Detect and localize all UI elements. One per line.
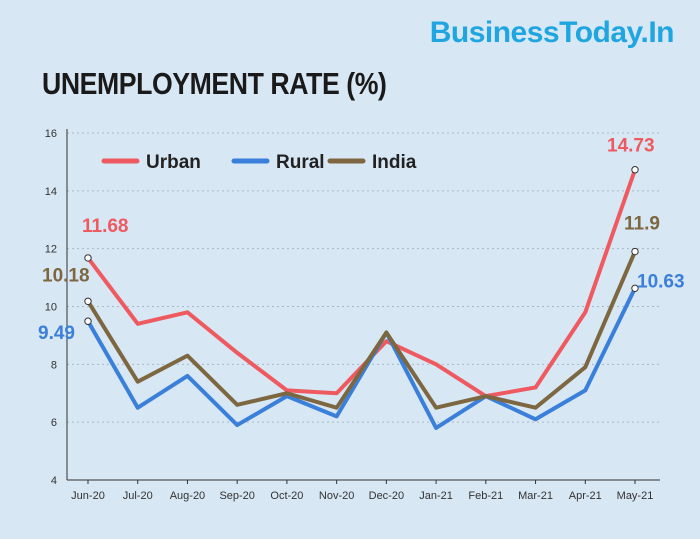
data-label-india: 10.18 bbox=[42, 265, 90, 286]
y-tick-label: 4 bbox=[51, 475, 57, 487]
data-point-urban bbox=[84, 254, 92, 262]
chart-title: UNEMPLOYMENT RATE (%) bbox=[42, 66, 387, 101]
data-label-urban: 11.68 bbox=[82, 216, 129, 237]
legend-label-urban: Urban bbox=[146, 152, 201, 173]
legend-label-rural: Rural bbox=[276, 152, 325, 173]
x-tick-label: Apr-21 bbox=[569, 490, 602, 502]
data-point-rural bbox=[631, 284, 639, 292]
x-tick-label: Nov-20 bbox=[319, 490, 354, 502]
x-tick-label: Feb-21 bbox=[468, 490, 503, 502]
y-tick-label: 12 bbox=[45, 244, 57, 256]
y-tick-label: 6 bbox=[51, 417, 57, 429]
series-line-urban bbox=[86, 167, 637, 399]
x-tick-label: Aug-20 bbox=[170, 490, 205, 502]
x-tick-label: Oct-20 bbox=[270, 490, 303, 502]
data-point-urban bbox=[631, 166, 639, 174]
x-tick-label: May-21 bbox=[617, 490, 654, 502]
legend-label-india: India bbox=[372, 152, 417, 173]
series-line-india bbox=[86, 249, 637, 410]
brand-logo: BusinessToday.In bbox=[429, 16, 675, 49]
y-tick-label: 16 bbox=[45, 128, 57, 140]
x-tick-label: Mar-21 bbox=[518, 490, 553, 502]
series-line-rural bbox=[86, 286, 637, 430]
y-tick-label: 8 bbox=[51, 359, 57, 371]
x-tick-label: Dec-20 bbox=[369, 490, 404, 502]
data-label-rural: 10.63 bbox=[637, 271, 685, 292]
data-label-india: 11.9 bbox=[624, 214, 660, 235]
data-point-india bbox=[84, 297, 92, 305]
x-tick-label: Sep-20 bbox=[219, 490, 254, 502]
y-tick-label: 10 bbox=[45, 302, 57, 314]
x-tick-label: Jan-21 bbox=[419, 490, 453, 502]
data-label-rural: 9.49 bbox=[38, 323, 75, 344]
data-point-rural bbox=[84, 317, 92, 325]
x-tick-label: Jul-20 bbox=[123, 490, 153, 502]
data-point-india bbox=[631, 247, 639, 256]
x-tick-label: Jun-20 bbox=[71, 490, 105, 502]
data-label-urban: 14.73 bbox=[607, 136, 655, 157]
y-tick-label: 14 bbox=[45, 186, 57, 198]
